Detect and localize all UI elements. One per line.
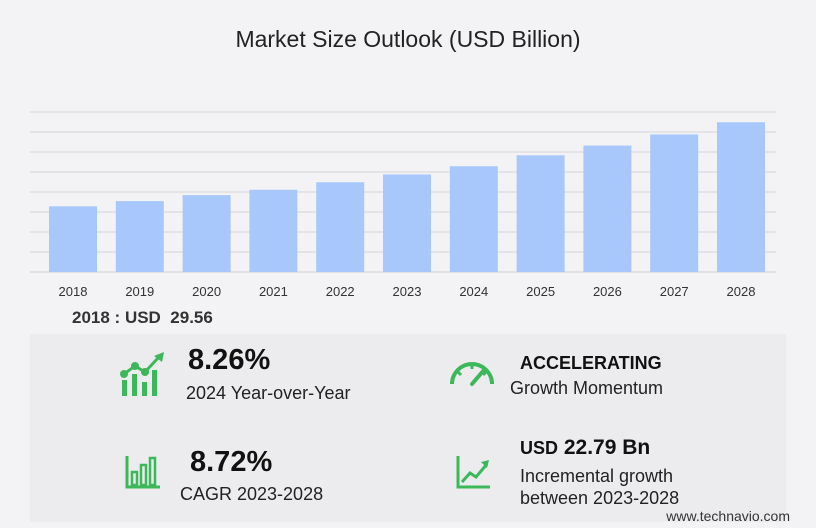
readout-value: 29.56 <box>170 308 213 327</box>
incremental-caption-line1: Incremental growth <box>520 466 674 486</box>
x-tick-label: 2019 <box>125 284 154 299</box>
chart-title: Market Size Outlook (USD Billion) <box>235 26 581 52</box>
x-tick-label: 2021 <box>259 284 288 299</box>
bar-2027[interactable] <box>650 134 699 272</box>
x-tick-label: 2022 <box>326 284 355 299</box>
selected-year-readout: 2018 : USD 29.56 <box>72 308 213 328</box>
cagr-value: 8.72% <box>190 446 273 478</box>
trend-line-icon <box>120 352 164 396</box>
yoy-value: 8.26% <box>188 344 271 376</box>
momentum-caption: Growth Momentum <box>510 378 664 398</box>
x-tick-label: 2025 <box>526 284 555 299</box>
x-tick-label: 2028 <box>727 284 756 299</box>
speedometer-icon <box>450 362 494 386</box>
cagr-caption: CAGR 2023-2028 <box>180 484 324 504</box>
yoy-caption: 2024 Year-over-Year <box>186 383 351 403</box>
bar-2025[interactable] <box>516 155 565 272</box>
growth-arrow-icon <box>456 456 490 489</box>
bar-chart: 2018 2019 2020 2021 2022 2023 2024 2025 2026 2027… <box>30 111 776 299</box>
x-tick-label: 2023 <box>393 284 422 299</box>
incremental-value: USD 22.79 Bn <box>520 436 650 460</box>
incremental-currency: USD <box>520 438 559 458</box>
bar-2018[interactable] <box>49 206 97 272</box>
bar-2020[interactable] <box>182 195 231 272</box>
readout-currency: USD <box>124 308 161 327</box>
bar-2026[interactable] <box>583 145 632 272</box>
x-tick-label: 2018 <box>59 284 88 299</box>
incremental-amount: 22.79 Bn <box>563 436 651 459</box>
bar-2019[interactable] <box>115 201 164 272</box>
bar-2028[interactable] <box>717 122 765 272</box>
footer-source: www.technavio.com <box>666 508 790 524</box>
x-tick-label: 2027 <box>660 284 689 299</box>
bar-2022[interactable] <box>316 182 365 272</box>
stats-panel <box>30 334 786 522</box>
bar-2021[interactable] <box>249 189 298 272</box>
momentum-value: ACCELERATING <box>520 353 662 373</box>
x-tick-label: 2026 <box>593 284 622 299</box>
x-tick-label: 2024 <box>459 284 488 299</box>
readout-year: 2018 <box>72 308 110 327</box>
readout-separator: : <box>109 308 125 327</box>
bar-2023[interactable] <box>383 174 431 272</box>
incremental-caption-line2: between 2023-2028 <box>520 488 680 508</box>
bar-2024[interactable] <box>449 166 498 272</box>
bar-chart-icon <box>125 456 160 489</box>
x-tick-label: 2020 <box>192 284 221 299</box>
